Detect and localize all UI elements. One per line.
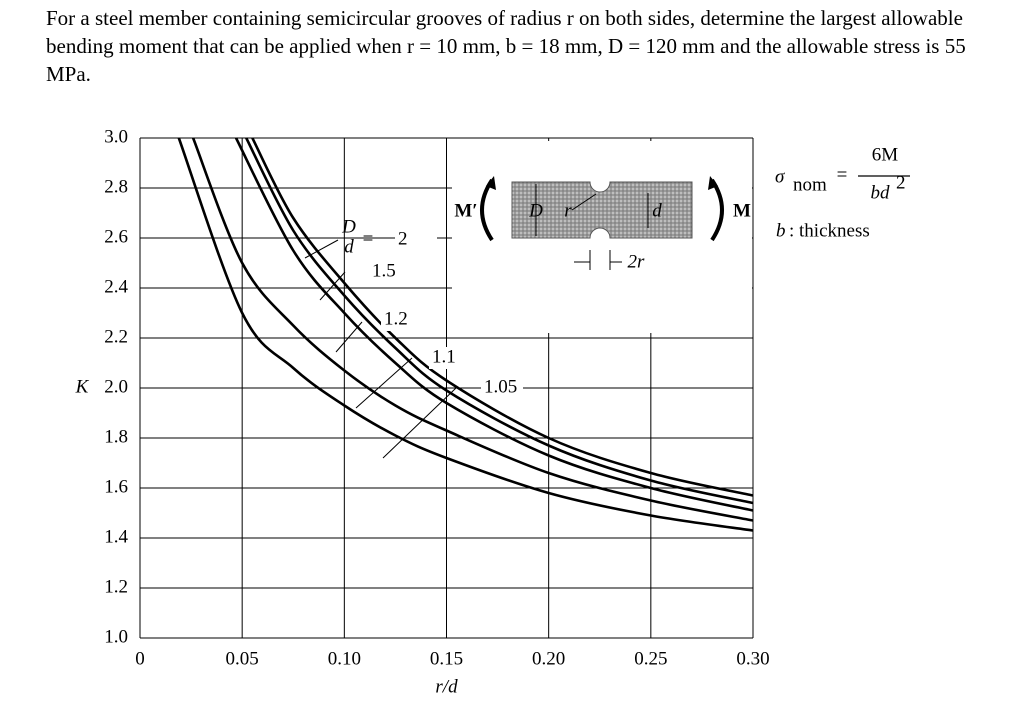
label-background [429,347,471,369]
formula-denominator: bd [871,182,891,203]
formula-numerator: 6M [872,144,899,165]
x-tick-label: 0.30 [736,648,769,669]
curves [177,137,754,532]
problem-text: For a steel member containing semicircul… [46,6,966,86]
curve-label: 1.05 [484,376,517,397]
y-tick-label: 1.8 [104,426,128,447]
fraction-equals: = [363,228,374,249]
leader-line [319,271,346,301]
inset-label: r [564,200,572,221]
y-tick-label: 1.4 [104,526,128,547]
y-tick-label: 2.2 [104,326,128,347]
leader-line [355,357,413,409]
x-tick-label: 0.10 [328,648,361,669]
curve [177,137,754,532]
arrow-head [486,176,496,190]
leader-line [382,387,457,459]
curve [234,137,754,512]
formula-superscript: 2 [896,172,906,193]
note-variable: b [776,220,786,241]
curve-label: 1.5 [372,260,396,281]
curve-label: 1.2 [384,308,408,329]
curve [191,137,754,522]
label-background [395,229,437,251]
curve-label: 2 [398,228,408,249]
note-text: : thickness [789,220,870,241]
x-tick-label: 0.20 [532,648,565,669]
labels: 1.0 1.2 1.4 1.6 1.8 2.0 2.2 2.4 2.6 2.8 3.0 0 0.05 0.… [75,126,770,697]
y-tick-label: 2.6 [104,226,128,247]
arrow-head [708,176,718,190]
curve [251,137,754,497]
leader-line [335,321,363,353]
formula-subscript: nom [793,174,827,195]
inset-label: 2r [628,251,646,272]
x-tick-label: 0 [135,648,145,669]
y-tick-label: 2.0 [104,376,128,397]
y-tick-label: 1.2 [104,576,128,597]
fraction-numerator: D [341,216,356,237]
y-axis-label: K [75,376,90,397]
x-tick-label: 0.15 [430,648,463,669]
inset-beam [511,181,693,239]
inset-label: D [528,200,543,221]
x-tick-label: 0.25 [634,648,667,669]
formula-equals: = [837,164,848,185]
leader-line [304,239,339,259]
curve-label: 1.1 [432,346,456,367]
fraction-denominator: d [344,236,354,257]
y-tick-label: 3.0 [104,126,128,147]
y-tick-label: 1.6 [104,476,128,497]
x-axis-label: r/d [435,676,458,697]
leader-line [571,193,597,211]
y-tick-label: 2.4 [104,276,128,297]
label-background [481,377,523,399]
inset-label: d [652,200,662,221]
grid [139,137,754,639]
y-tick-label: 1.0 [104,626,128,647]
curve [245,137,754,505]
x-tick-label: 0.05 [226,648,259,669]
inset-background [452,141,752,333]
inset-label: M′ [454,200,477,221]
label-background [381,309,423,331]
inset-label: M [733,200,751,221]
formula-lhs: σ [775,166,785,187]
y-tick-label: 2.8 [104,176,128,197]
label-background [369,261,411,283]
